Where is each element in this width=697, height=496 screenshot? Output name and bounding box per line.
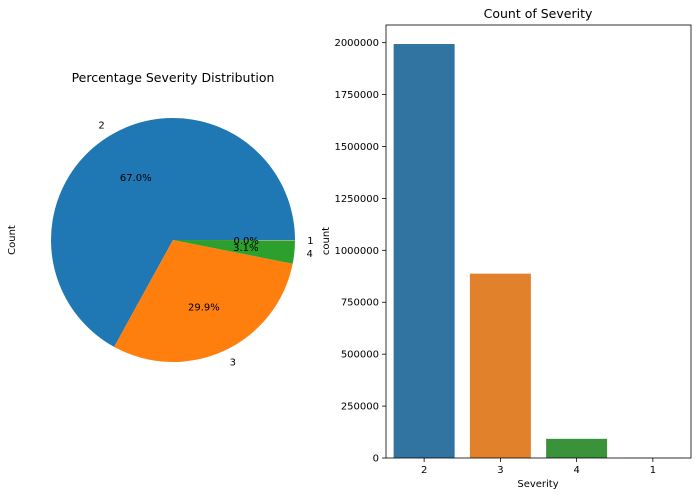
pie-slice-4 [173, 240, 295, 264]
pie-category-label-2: 2 [98, 120, 104, 131]
pie-slices [50, 117, 295, 362]
bar-ylabel: count [321, 227, 332, 255]
bar-3 [469, 273, 531, 458]
x-tick-label-4: 4 [573, 465, 579, 476]
x-tick-label-1: 1 [650, 465, 656, 476]
bar-plot-frame [385, 24, 692, 459]
y-tick-label-500000: 500000 [341, 350, 379, 361]
bar-y-ticks: 0 250000 500000 750000 1000000 1250000 1500000… [334, 38, 386, 465]
y-tick-label-250000: 250000 [341, 402, 379, 413]
pie-pct-label-4: 3.1% [233, 243, 258, 254]
y-tick-label-1500000: 1500000 [334, 142, 379, 153]
y-tick-label-1250000: 1250000 [334, 194, 379, 205]
bar-bars [393, 44, 684, 459]
pie-category-label-1: 1 [307, 236, 313, 247]
pie-pct-label-3: 29.9% [188, 302, 220, 313]
y-tick-label-0: 0 [373, 454, 379, 465]
bar-4 [546, 438, 608, 458]
pie-pct-label-2: 67.0% [120, 173, 152, 184]
bar-2 [393, 44, 455, 459]
pie-labels: 2 67.0% 3 29.9% 4 3.1% 1 0.0% [98, 120, 313, 368]
bar-title: Count of Severity [484, 6, 593, 21]
bar-xlabel: Severity [517, 479, 558, 490]
y-tick-label-1000000: 1000000 [334, 246, 379, 257]
pie-title: Percentage Severity Distribution [72, 70, 275, 85]
pie-chart: Percentage Severity Distribution Count 2… [7, 70, 314, 369]
pie-category-label-3: 3 [230, 358, 236, 369]
bar-chart: Count of Severity 0 250000 500000 750000 100… [321, 6, 692, 490]
pie-slice-2 [50, 117, 295, 347]
x-tick-label-3: 3 [497, 465, 503, 476]
pie-ylabel: Count [7, 225, 18, 255]
y-tick-label-750000: 750000 [341, 298, 379, 309]
x-tick-label-2: 2 [421, 465, 427, 476]
y-tick-label-2000000: 2000000 [334, 38, 379, 49]
pie-slice-3 [114, 240, 293, 362]
y-tick-label-1750000: 1750000 [334, 90, 379, 101]
pie-pct-label-1: 0.0% [233, 236, 258, 247]
pie-category-label-4: 4 [307, 249, 313, 260]
bar-x-ticks: 2 3 4 1 [421, 458, 656, 476]
